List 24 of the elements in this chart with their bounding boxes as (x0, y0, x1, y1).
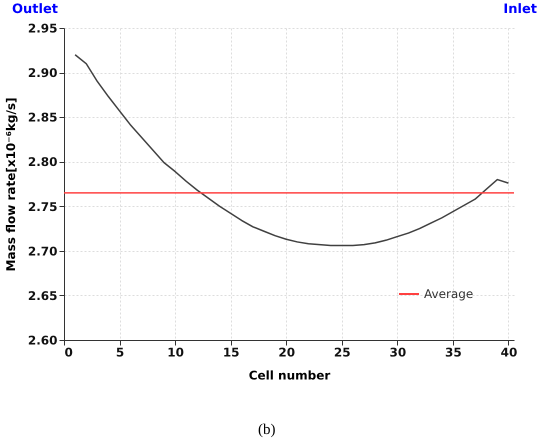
x-tick-label: 20 (278, 346, 296, 360)
y-tick-label: 2.90 (28, 66, 58, 80)
y-axis-title: Mass flow rate[x10⁻⁶kg/s] (4, 98, 18, 272)
line-series (74, 54, 510, 246)
y-tick-label: 2.85 (28, 110, 58, 125)
legend-label: Average (424, 287, 474, 301)
x-tick-label: 30 (389, 346, 406, 360)
x-tick-label: 40 (500, 346, 518, 360)
text: (b) (258, 422, 276, 439)
y-tick-label: 2.65 (28, 288, 58, 303)
y-tick-label: 2.70 (28, 244, 58, 258)
x-tick-label: 10 (167, 346, 184, 360)
x-tick-label: 15 (222, 346, 240, 360)
y-tick-label: 2.75 (28, 200, 58, 214)
y-tick-label: 2.60 (28, 334, 58, 348)
y-tick-label: 2.80 (28, 155, 58, 170)
x-axis-title: Cell number (248, 368, 330, 382)
x-tick-label: 35 (445, 346, 462, 360)
text: Outlet (12, 2, 58, 17)
y-tick-label: 2.95 (28, 22, 58, 36)
x-tick-label: 25 (334, 346, 351, 360)
text: Inlet (503, 2, 537, 17)
x-tick-label: 5 (116, 346, 124, 360)
x-tick-label: 0 (64, 346, 73, 360)
